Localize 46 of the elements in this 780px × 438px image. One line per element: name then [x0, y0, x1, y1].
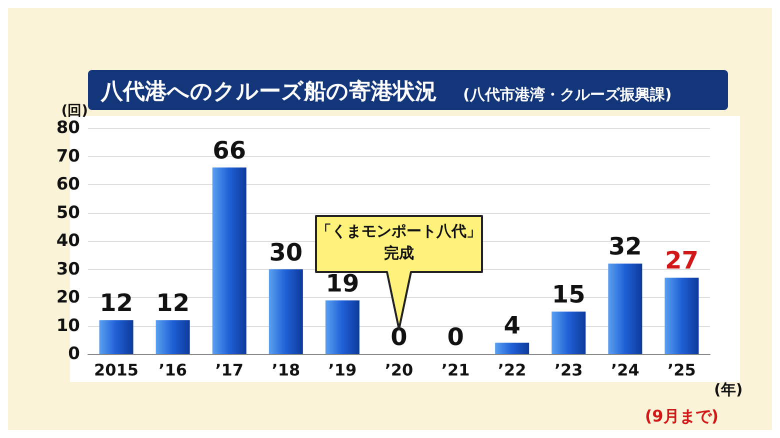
x-tick-label: ’24	[611, 360, 640, 380]
x-axis-title: (年)	[714, 380, 743, 398]
x-tick-label: ’22	[498, 360, 526, 380]
y-tick-label: 20	[56, 288, 80, 308]
x-tick-label: ’21	[441, 360, 470, 380]
x-tick-label: ’16	[158, 360, 187, 380]
y-tick-label: 60	[56, 174, 80, 194]
data-label: 30	[269, 238, 303, 266]
data-label: 27	[665, 246, 698, 275]
x-tick-label: ’23	[554, 360, 583, 380]
data-label: 15	[552, 280, 586, 309]
data-label: 0	[447, 323, 464, 351]
x-tick-label: ’25	[668, 360, 696, 380]
y-tick-label: 30	[56, 259, 80, 280]
bar	[268, 269, 303, 354]
chart-title: 八代港へのクルーズ船の寄港状況	[100, 78, 437, 104]
x-tick-label: ’18	[272, 360, 300, 380]
data-label: 12	[100, 289, 133, 318]
data-label: 19	[326, 269, 360, 298]
data-label: 4	[504, 312, 520, 340]
bar	[664, 278, 699, 354]
bar	[212, 168, 246, 354]
y-tick-label: 40	[56, 231, 80, 251]
x-tick-label: ’19	[328, 360, 357, 380]
data-label: 12	[156, 289, 190, 318]
y-tick-label: 80	[56, 118, 80, 138]
y-tick-label: 50	[56, 202, 80, 223]
bar	[552, 312, 586, 354]
x-tick-label: ’17	[215, 360, 244, 380]
annotation: 「くまモンポート八代」完成	[316, 221, 482, 264]
bar	[99, 320, 134, 354]
data-label: 0	[390, 323, 408, 351]
bar	[608, 264, 642, 354]
bar	[156, 320, 190, 354]
data-label: 66	[212, 136, 246, 165]
bar	[325, 300, 360, 354]
bar	[495, 342, 530, 354]
y-axis-title: (回)	[61, 103, 88, 119]
x-tick-label: 2015	[94, 360, 139, 380]
text: (9月まで)	[644, 406, 719, 426]
data-label: 32	[608, 232, 642, 261]
chart-subtitle: (八代市港湾・クルーズ振興課)	[463, 86, 672, 104]
y-tick-label: 70	[56, 146, 80, 166]
y-tick-label: 10	[56, 316, 80, 336]
y-tick-label: 0	[68, 344, 80, 364]
x-tick-label: ’20	[384, 360, 414, 380]
